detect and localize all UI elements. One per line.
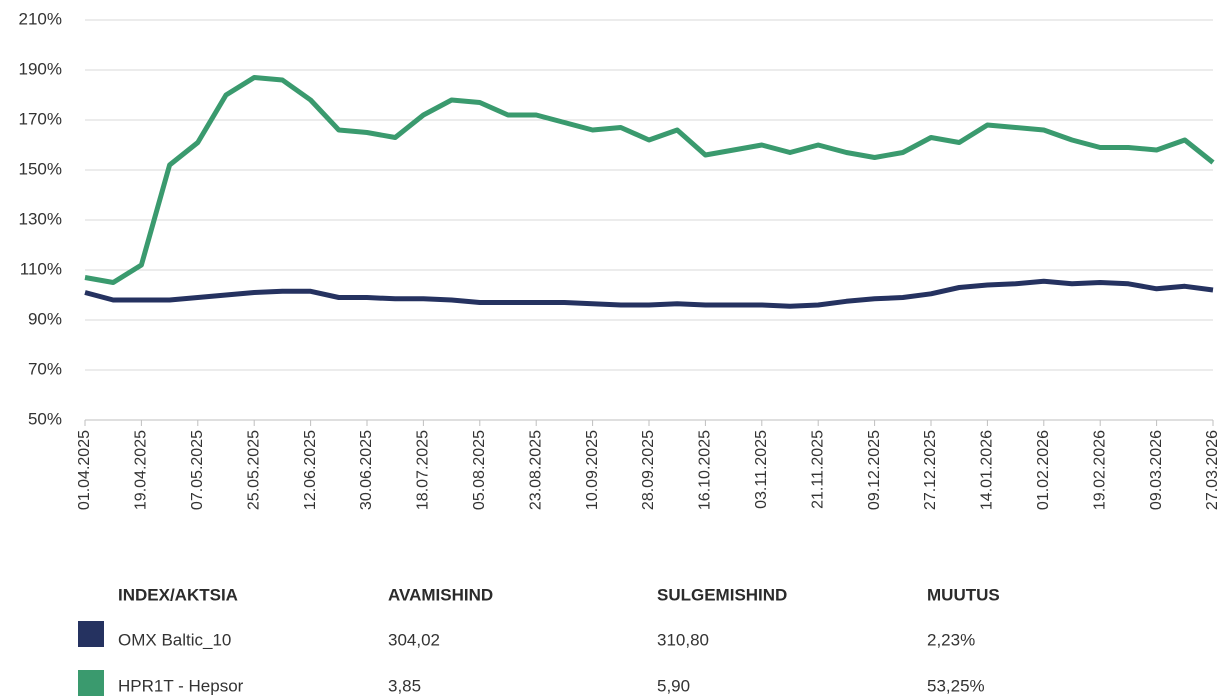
series-line (84, 75, 1215, 285)
x-tick-label: 27.03.2026 (1204, 430, 1221, 510)
legend-swatch (78, 670, 104, 696)
x-tick-label: 10.09.2025 (584, 430, 601, 510)
series-line (84, 278, 1214, 309)
table-cell: 304,02 (388, 630, 440, 649)
x-tick-label: 19.04.2025 (133, 430, 150, 510)
table-cell: OMX Baltic_10 (118, 630, 231, 649)
x-tick-label: 12.06.2025 (302, 430, 319, 510)
y-tick-label: 70% (28, 359, 62, 378)
table-cell: 5,90 (657, 676, 690, 695)
table-header: MUUTUS (927, 585, 1000, 604)
x-tick-label: 03.11.2025 (753, 430, 770, 509)
y-tick-label: 150% (19, 159, 62, 178)
y-tick-label: 170% (19, 109, 62, 128)
x-tick-label: 01.04.2025 (76, 430, 93, 510)
table-header: AVAMISHIND (388, 585, 493, 604)
x-tick-label: 23.08.2025 (527, 430, 544, 510)
x-tick-label: 21.11.2025 (809, 430, 826, 509)
x-tick-label: 09.12.2025 (866, 430, 883, 510)
table-cell: HPR1T - Hepsor (118, 676, 244, 695)
x-tick-label: 09.03.2026 (1148, 430, 1165, 510)
y-tick-label: 130% (19, 209, 62, 228)
table-cell: 2,23% (927, 630, 975, 649)
table-cell: 53,25% (927, 676, 985, 695)
x-tick-label: 05.08.2025 (471, 430, 488, 510)
table-header: INDEX/AKTSIA (118, 585, 238, 604)
table-header: SULGEMISHIND (657, 585, 787, 604)
x-tick-label: 27.12.2025 (922, 430, 939, 510)
x-tick-label: 28.09.2025 (640, 430, 657, 510)
table-cell: 3,85 (388, 676, 421, 695)
x-tick-label: 07.05.2025 (189, 430, 206, 510)
y-tick-label: 190% (19, 59, 62, 78)
x-tick-label: 30.06.2025 (358, 430, 375, 510)
y-tick-label: 90% (28, 309, 62, 328)
x-tick-label: 01.02.2026 (1035, 430, 1052, 510)
y-tick-label: 210% (19, 9, 62, 28)
y-tick-label: 50% (28, 409, 62, 428)
y-tick-label: 110% (20, 259, 62, 278)
x-tick-label: 25.05.2025 (245, 430, 262, 510)
x-tick-label: 19.02.2026 (1091, 430, 1108, 510)
x-tick-label: 14.01.2026 (979, 430, 996, 510)
x-tick-label: 16.10.2025 (697, 430, 714, 510)
legend-swatch (78, 621, 104, 647)
table-cell: 310,80 (657, 630, 709, 649)
x-tick-label: 18.07.2025 (415, 430, 432, 510)
